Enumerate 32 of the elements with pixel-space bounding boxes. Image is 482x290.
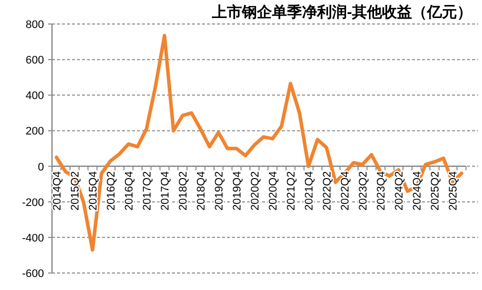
x-tick-label: 2022Q4	[340, 171, 352, 210]
y-tick-label: 200	[26, 126, 44, 138]
x-tick-label: 2019Q4	[232, 171, 244, 210]
x-tick-label: 2018Q4	[196, 171, 208, 210]
x-tick-label: 2021Q2	[286, 171, 298, 210]
x-tick-label: 2023Q4	[376, 171, 388, 210]
chart-title: 上市钢企单季净利润-其他收益（亿元）	[211, 3, 472, 21]
x-tick-label: 2019Q2	[214, 171, 226, 210]
y-tick-label: 800	[26, 19, 44, 31]
x-tick-label: 2016Q2	[106, 171, 118, 210]
x-tick-label: 2025Q2	[430, 171, 442, 210]
x-tick-label: 2022Q2	[322, 171, 334, 210]
x-tick-label: 2020Q2	[250, 171, 262, 210]
x-tick-label: 2025Q4	[448, 171, 460, 210]
x-tick-label: 2018Q2	[178, 171, 190, 210]
x-tick-label: 2023Q2	[358, 171, 370, 210]
y-tick-label: 400	[26, 90, 44, 102]
x-tick-label: 2016Q4	[124, 171, 136, 210]
x-tick-label: 2014Q4	[52, 171, 64, 210]
x-tick-label: 2017Q2	[142, 171, 154, 210]
x-tick-label: 2021Q4	[304, 171, 316, 210]
x-tick-label: 2017Q4	[160, 171, 172, 210]
x-tick-label: 2024Q2	[394, 171, 406, 210]
y-tick-label: 600	[26, 54, 44, 67]
y-tick-label: 0	[38, 161, 44, 174]
x-tick-label: 2015Q4	[88, 171, 100, 210]
y-tick-label: -600	[22, 268, 44, 280]
y-tick-label: -400	[22, 232, 44, 244]
y-tick-label: -200	[22, 196, 44, 209]
x-tick-label: 2024Q4	[412, 171, 424, 210]
x-tick-label: 2020Q4	[268, 171, 280, 210]
x-tick-label: 2015Q2	[70, 171, 82, 210]
